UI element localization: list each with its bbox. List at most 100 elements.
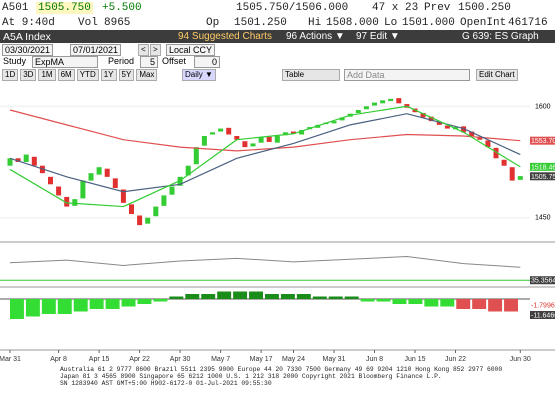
next-button[interactable]: >: [150, 44, 161, 56]
histogram-bar: [424, 299, 439, 307]
candle: [420, 112, 426, 118]
offset[interactable]: 0: [194, 56, 220, 68]
x-tick-label: Apr 15: [89, 356, 110, 363]
oscillator-label: 35.3564: [531, 278, 555, 285]
histogram-bar: [504, 299, 518, 312]
x-tick-label: Mar 31: [0, 356, 21, 363]
offset-label: Offset: [162, 56, 186, 66]
end-date[interactable]: 07/01/2021: [70, 44, 122, 56]
frequency[interactable]: Daily ▼: [182, 69, 216, 81]
size: 47 x 23: [372, 2, 419, 14]
candle: [291, 131, 296, 134]
histogram-bar: [25, 299, 40, 317]
y-tick-label: 1450: [535, 215, 551, 222]
candle: [485, 140, 491, 148]
x-tick-label: Jun 30: [510, 356, 531, 363]
candle: [185, 165, 191, 176]
candle: [396, 98, 402, 104]
x-tick-label: May 17: [250, 356, 273, 363]
price-tag-label: 1553.70: [531, 138, 555, 145]
add-data[interactable]: Add Data: [344, 69, 470, 81]
moving-average: [9, 105, 521, 208]
range-button[interactable]: Max: [136, 69, 158, 81]
price-tag: [530, 172, 555, 181]
moving-average: [9, 113, 521, 193]
price-tag: [530, 162, 555, 171]
period[interactable]: 5: [140, 56, 158, 68]
range-buttons: 1D 3D 1M 6M YTD 1Y 5Y Max: [2, 69, 158, 81]
candle: [436, 121, 442, 125]
prev-button[interactable]: <: [138, 44, 149, 56]
range-button[interactable]: YTD: [76, 69, 99, 81]
candle: [56, 186, 62, 196]
oscillator-tag: [530, 276, 555, 285]
table-button[interactable]: Table: [282, 69, 340, 81]
candle: [201, 136, 207, 146]
histogram-bar: [121, 299, 136, 307]
candle: [112, 178, 118, 188]
candle: [64, 196, 70, 207]
range-button[interactable]: 3D: [20, 69, 37, 81]
candle: [234, 136, 240, 140]
histogram-bar: [73, 299, 88, 312]
range-button[interactable]: 1D: [2, 69, 19, 81]
prev-label: Prev: [424, 2, 451, 14]
op: 1501.250: [234, 17, 287, 29]
candle: [380, 100, 386, 104]
histogram-bar: [392, 299, 407, 304]
candle: [7, 158, 13, 166]
op-label: Op: [206, 17, 220, 29]
currency[interactable]: Local CCY: [166, 44, 216, 56]
actions-menu[interactable]: 96 Actions ▼: [286, 31, 345, 42]
histogram-bar: [217, 291, 232, 299]
candle: [274, 136, 280, 143]
edit-chart[interactable]: Edit Chart: [476, 69, 518, 81]
histogram-label: -11.6466: [531, 313, 555, 320]
histogram-bar: [440, 299, 455, 307]
candle: [282, 132, 288, 136]
time: At 9:40d: [2, 17, 55, 29]
hi-label: Hi: [308, 17, 322, 29]
vol-label: Vol: [78, 17, 98, 29]
histogram-bar: [153, 299, 168, 302]
range-button[interactable]: 5Y: [118, 69, 135, 81]
candle: [31, 156, 37, 166]
vol: 8965: [104, 17, 131, 29]
candle: [388, 98, 394, 102]
chart-area: 1600 1450 1553.70 1518.46 1505.75 35.3564 -1.7…: [0, 82, 555, 365]
start-date[interactable]: 03/30/2021: [2, 44, 54, 56]
candle: [72, 199, 78, 206]
candle: [477, 136, 483, 140]
candle: [363, 106, 369, 110]
lo: 1501.000: [402, 17, 455, 29]
period-label: Period: [108, 56, 135, 66]
footer-line: Australia 61 2 9777 8600 Brazil 5511 239…: [60, 366, 503, 373]
histogram-bar: [41, 299, 56, 314]
range-button[interactable]: 1M: [38, 69, 56, 81]
range-button[interactable]: 6M: [57, 69, 75, 81]
histogram-bar: [185, 294, 200, 299]
suggested-charts[interactable]: 94 Suggested Charts: [178, 31, 272, 42]
candle: [355, 110, 361, 113]
candle: [218, 128, 224, 132]
histogram-bar: [488, 299, 503, 312]
candle: [509, 167, 515, 181]
histogram-bar: [265, 294, 279, 299]
histogram-bar: [344, 296, 359, 299]
study[interactable]: ExpMA: [32, 56, 98, 68]
candle: [258, 137, 264, 143]
candle: [493, 147, 499, 159]
range-button[interactable]: 1Y: [100, 69, 117, 81]
candle: [210, 132, 215, 135]
price-tag-label: 1518.46: [531, 164, 555, 171]
y-tick-label: 1600: [535, 103, 551, 110]
x-tick-label: May 7: [211, 356, 230, 363]
ticker: A501: [2, 2, 29, 14]
candle: [250, 143, 256, 147]
histogram-label: -1.7996: [531, 303, 555, 310]
edit-menu[interactable]: 97 Edit ▼: [356, 31, 400, 42]
oi: 461716: [508, 17, 548, 29]
candle: [145, 217, 151, 224]
candle: [428, 116, 434, 122]
